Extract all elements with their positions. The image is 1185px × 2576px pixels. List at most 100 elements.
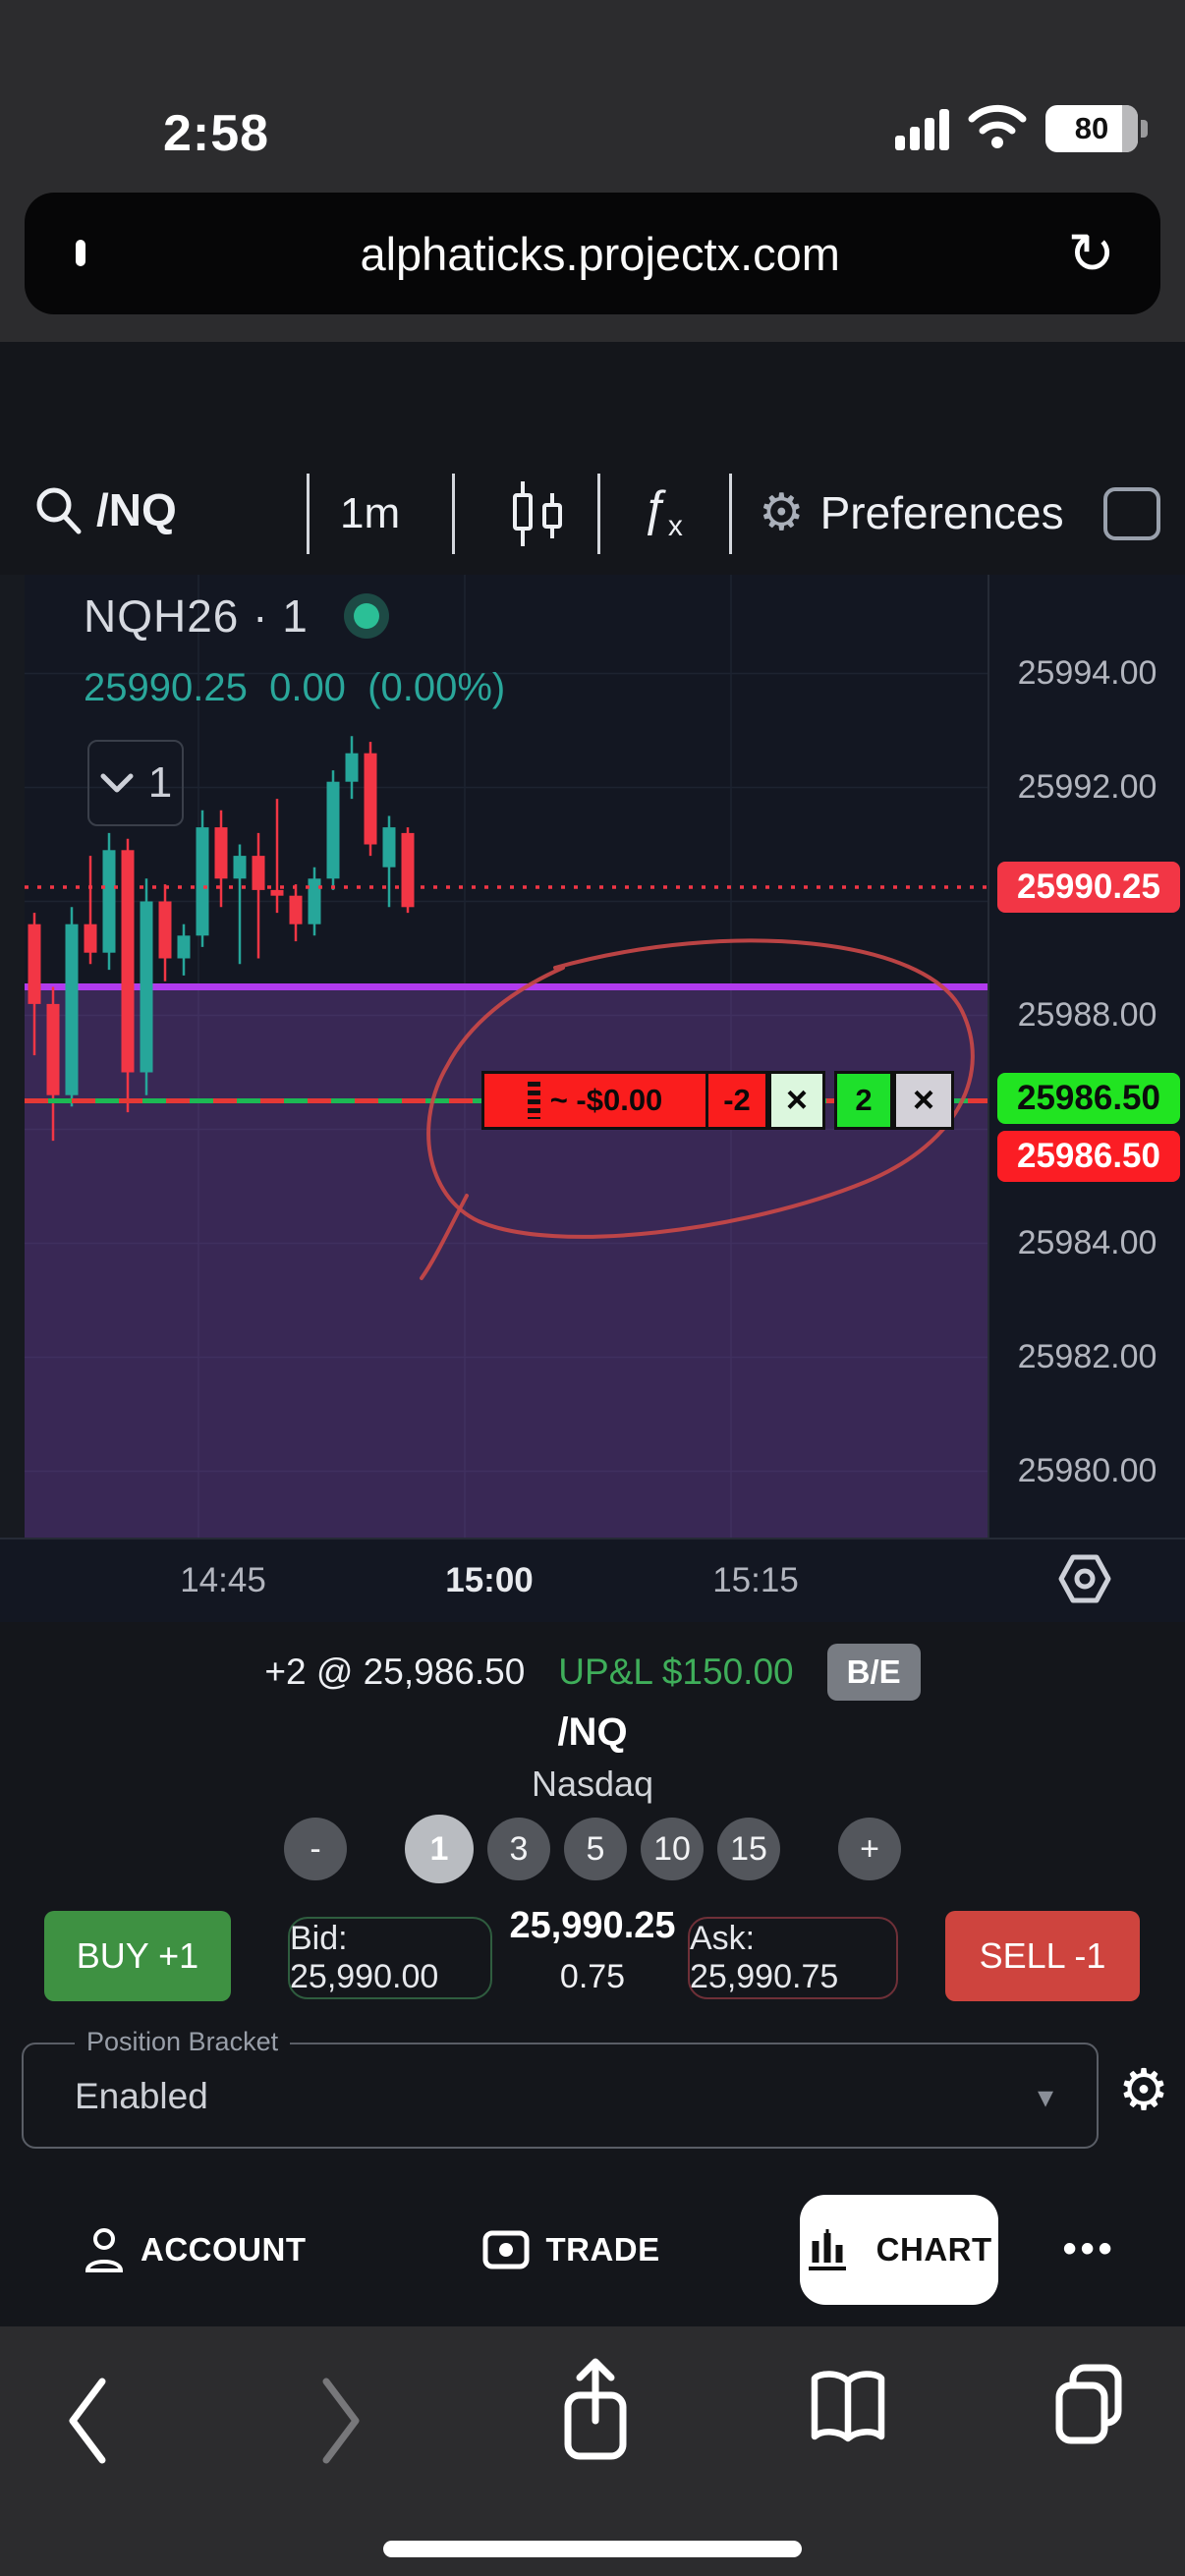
position-zone: [25, 986, 988, 1538]
symbol-search-button[interactable]: /NQ: [33, 483, 177, 536]
buy-button[interactable]: BUY +1: [44, 1911, 231, 2001]
qty-decrement-button[interactable]: -: [284, 1818, 347, 1880]
qty-option-10[interactable]: 10: [641, 1818, 704, 1880]
back-button[interactable]: [61, 2374, 116, 2473]
share-icon[interactable]: [558, 2356, 633, 2469]
candle-body: [196, 827, 209, 936]
bookmarks-icon[interactable]: [808, 2370, 888, 2449]
status-icons: 80: [895, 102, 1148, 154]
price-axis-label: 25994.00: [1017, 653, 1157, 692]
bracket-settings-icon[interactable]: ⚙: [1118, 2058, 1169, 2122]
symbol-label: /NQ: [96, 484, 177, 535]
battery-level: 80: [1074, 110, 1109, 145]
candle-body: [102, 850, 116, 953]
battery-icon: 80: [1045, 104, 1148, 152]
caret-down-icon: ▾: [1037, 2079, 1053, 2114]
candle-body: [28, 924, 41, 1004]
nav-more[interactable]: •••: [1063, 2227, 1116, 2271]
market-status-icon[interactable]: [343, 593, 389, 639]
qty-increment-button[interactable]: +: [838, 1818, 901, 1880]
candle-body: [308, 878, 321, 924]
candle-body: [121, 850, 135, 1073]
qty-option-15[interactable]: 15: [717, 1818, 780, 1880]
qty-option-5[interactable]: 5: [564, 1818, 627, 1880]
qty-option-1[interactable]: 1: [405, 1815, 474, 1883]
position-bracket-select[interactable]: Position Bracket Enabled ▾: [22, 2027, 1099, 2149]
chart-area: NQH26 · 1 25990.25 0.00 (0.00%) 1 ~ -$0.…: [0, 575, 1185, 2072]
chart-symbol-title[interactable]: NQH26 · 1: [84, 589, 505, 643]
candlestick-icon: [513, 481, 562, 546]
annotation-circle: [420, 1194, 469, 1280]
price-badge: 25990.25: [997, 862, 1180, 913]
last-price: 25,990.25: [509, 1905, 676, 1946]
ask-button[interactable]: Ask: 25,990.75: [688, 1917, 898, 1999]
position-upl: UP&L $150.00: [558, 1652, 794, 1692]
search-icon: [36, 487, 82, 534]
breakeven-button[interactable]: B/E: [826, 1644, 921, 1701]
cancel-order-icon[interactable]: ×: [893, 1071, 954, 1130]
nav-account[interactable]: ACCOUNT: [84, 2227, 306, 2272]
candle-body: [326, 781, 340, 879]
interval-button[interactable]: 1m: [340, 489, 401, 537]
bid-button[interactable]: Bid: 25,990.00: [288, 1917, 492, 1999]
candle-body: [140, 901, 153, 1073]
chart-type-button[interactable]: [499, 476, 578, 559]
gear-icon: ⚙: [759, 484, 805, 541]
axis-settings-icon[interactable]: [1057, 1553, 1112, 1609]
bracket-label: Position Bracket: [75, 2027, 291, 2057]
qty-option-3[interactable]: 3: [487, 1818, 550, 1880]
reload-icon[interactable]: ↻: [1067, 222, 1115, 286]
status-time: 2:58: [163, 105, 270, 162]
chart-pane[interactable]: NQH26 · 1 25990.25 0.00 (0.00%) 1 ~ -$0.…: [25, 575, 988, 1538]
preferences-label: Preferences: [819, 487, 1064, 538]
url-bar[interactable]: alphaticks.projectx.com ↻: [25, 193, 1160, 314]
forward-button[interactable]: [312, 2374, 367, 2473]
reader-icon[interactable]: [76, 240, 133, 266]
drag-handle-icon[interactable]: [527, 1082, 540, 1119]
nav-trade[interactable]: TRADE: [482, 2230, 659, 2269]
sell-button[interactable]: SELL -1: [945, 1911, 1140, 2001]
candle-body: [177, 935, 191, 959]
position-pnl-segment[interactable]: ~ -$0.00: [481, 1071, 705, 1130]
candle-body: [252, 856, 265, 890]
ellipsis-icon: •••: [1062, 2227, 1116, 2270]
time-axis-label: 14:45: [180, 1561, 266, 1599]
url-text[interactable]: alphaticks.projectx.com: [360, 227, 840, 280]
price-axis-label: 25992.00: [1017, 767, 1157, 806]
time-axis-label: 15:00: [445, 1561, 534, 1599]
home-indicator[interactable]: [383, 2541, 802, 2557]
candle-body: [233, 856, 247, 879]
nav-chart-active[interactable]: CHART: [799, 2194, 998, 2305]
chart-icon: [808, 2228, 846, 2270]
price-axis-label: 25988.00: [1017, 995, 1157, 1034]
trade-panel: +2 @ 25,986.50 UP&L $150.00 B/E /NQ Nasd…: [0, 1622, 1185, 2326]
price-axis[interactable]: 25994.00 25992.00 25988.00 25984.00 25982.00…: [988, 575, 1185, 1538]
signal-icon: [895, 107, 949, 150]
panel-exchange: Nasdaq: [531, 1764, 654, 1804]
time-axis-label: 15:15: [712, 1561, 799, 1599]
candle-body: [382, 827, 396, 868]
candle-body: [401, 832, 415, 908]
preferences-button[interactable]: ⚙ Preferences: [759, 483, 1064, 542]
candle-body: [158, 901, 172, 959]
trade-icon: [482, 2230, 530, 2268]
time-axis[interactable]: 14:45 15:00 15:15: [0, 1538, 1185, 1622]
position-tag[interactable]: ~ -$0.00 -2 × 2 ×: [481, 1071, 954, 1130]
candle-body: [364, 753, 377, 845]
chart-quote: 25990.25 0.00 (0.00%): [84, 666, 506, 709]
candle-body: [345, 753, 359, 782]
toolbar-checkbox[interactable]: [1103, 487, 1160, 540]
candle-body: [84, 924, 97, 953]
position-qty[interactable]: 2: [834, 1071, 893, 1130]
spread-value: 0.75: [559, 1958, 626, 1995]
price-badge: 25986.50: [997, 1073, 1180, 1124]
interval-dropdown[interactable]: 1: [87, 740, 184, 826]
position-close-qty[interactable]: -2: [705, 1071, 768, 1130]
indicators-button[interactable]: ƒx: [641, 480, 683, 542]
close-position-icon[interactable]: ×: [768, 1071, 825, 1130]
candle-body: [214, 827, 228, 879]
tabs-icon[interactable]: [1049, 2362, 1128, 2451]
position-entry: +2 @ 25,986.50: [264, 1652, 526, 1692]
account-bar: RP&L: $-2.80 $50K ZERO EVAL | 2025122946…: [0, 342, 1185, 788]
candlestick-chart: [25, 575, 988, 1538]
